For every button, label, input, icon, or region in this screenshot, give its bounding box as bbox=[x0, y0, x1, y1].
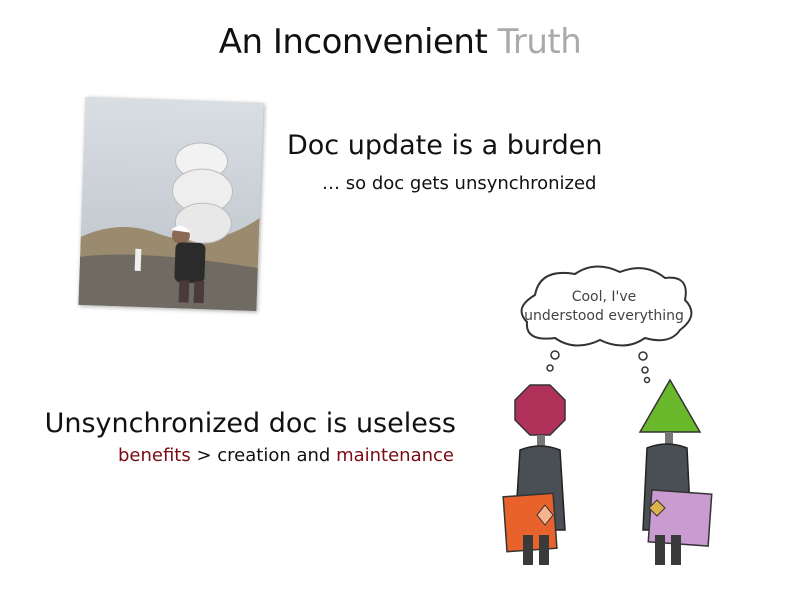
thought-bubble-icon bbox=[520, 265, 693, 347]
bubble-line2: understood everything bbox=[524, 308, 684, 324]
thought-bubble-text: Cool, I've understood everything bbox=[520, 288, 688, 326]
point2-subtext: benefits > creation and maintenance bbox=[118, 445, 454, 466]
bubble-line1: Cool, I've bbox=[571, 289, 637, 305]
benefits-text: benefits bbox=[117, 445, 191, 466]
maintenance-text: maintenance bbox=[336, 445, 454, 466]
porter-photo bbox=[78, 96, 264, 312]
point1-subtext: … so doc gets unsynchronized bbox=[322, 173, 597, 194]
title-accent: Truth bbox=[497, 22, 582, 62]
porter-photo-icon bbox=[78, 96, 264, 312]
octagon-head-person-icon bbox=[502, 384, 566, 565]
point1-heading: Doc update is a burden bbox=[287, 130, 603, 161]
point2-heading: Unsynchronized doc is useless bbox=[44, 408, 456, 439]
slide-title: An Inconvenient Truth bbox=[0, 22, 800, 62]
title-main: An Inconvenient bbox=[218, 22, 488, 62]
triangle-head-person-icon bbox=[638, 378, 713, 565]
creation-text: > creation and bbox=[190, 445, 337, 466]
cartoon-illustration bbox=[502, 265, 713, 565]
